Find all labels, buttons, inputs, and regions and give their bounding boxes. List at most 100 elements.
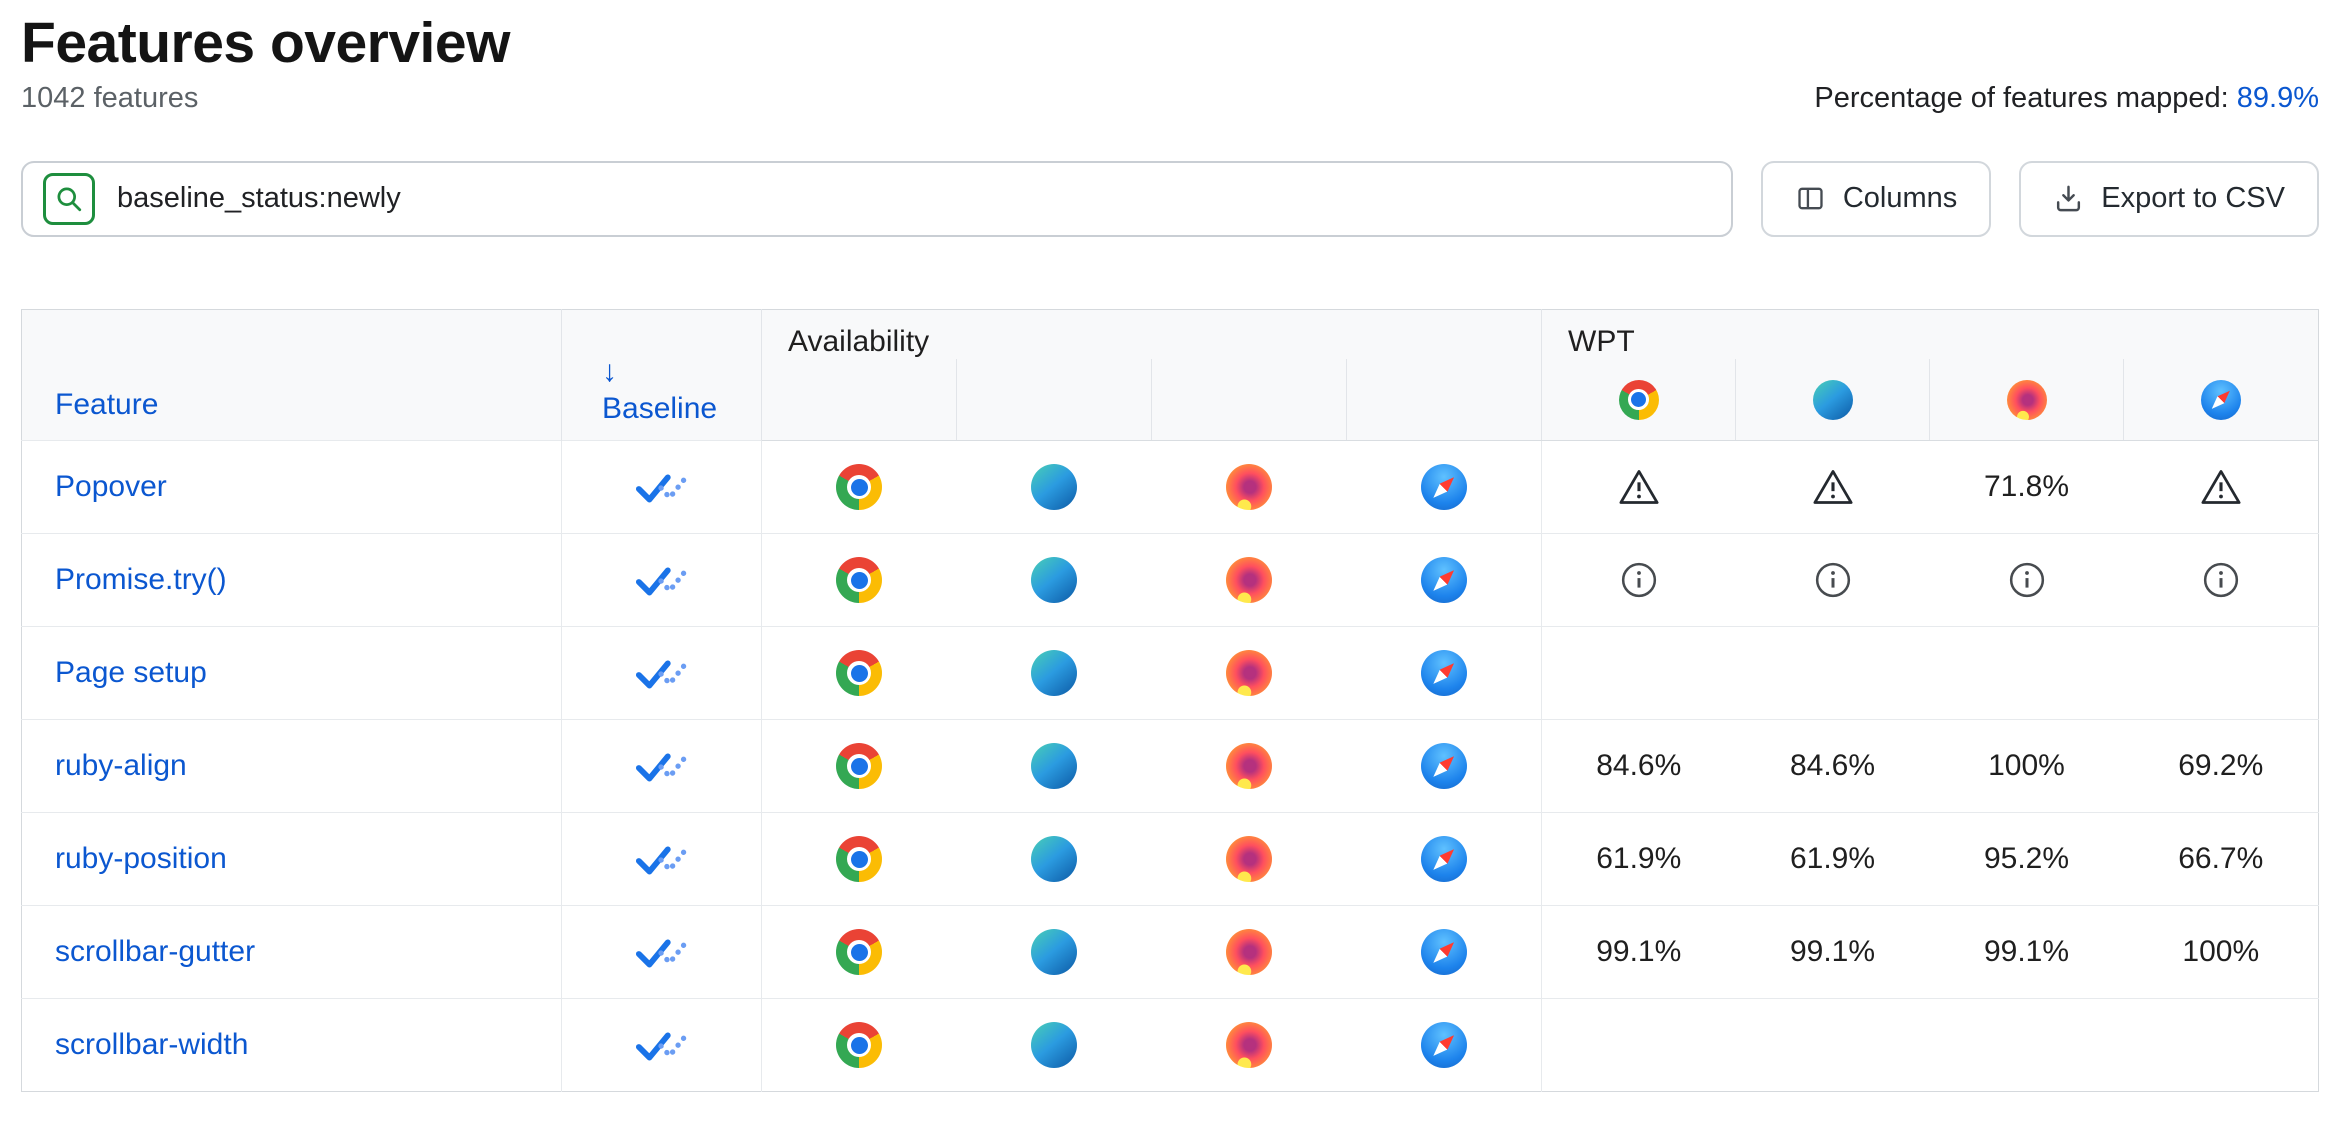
- warning-icon: [1812, 469, 1854, 505]
- chrome-icon: [1618, 379, 1659, 420]
- safari-icon: [1420, 836, 1467, 883]
- page-title: Features overview: [21, 11, 510, 75]
- feature-link[interactable]: scrollbar-width: [55, 1028, 249, 1062]
- wpt-percent: 99.1%: [1541, 905, 1736, 999]
- warning-icon: [1618, 469, 1660, 505]
- feature-link[interactable]: Popover: [55, 470, 167, 504]
- edge-icon: [1031, 929, 1077, 976]
- firefox-icon: [1226, 1022, 1272, 1069]
- wpt-browser-header: [2122, 358, 2319, 442]
- baseline-newly-icon: [635, 749, 689, 782]
- chrome-icon: [836, 650, 883, 697]
- wpt-percent: 69.2%: [2123, 719, 2319, 813]
- edge-icon: [1031, 464, 1077, 511]
- firefox-icon: [1226, 836, 1272, 883]
- feature-link[interactable]: ruby-align: [55, 749, 187, 783]
- wpt-percent: 100%: [2123, 905, 2319, 999]
- safari-icon: [1420, 929, 1467, 976]
- info-icon: [1814, 562, 1852, 598]
- table-row: ruby-position 61.9% 61.9% 95.2% 66.7%: [21, 812, 2319, 906]
- search-icon-frame: [43, 172, 95, 225]
- wpt-percent: 100%: [1929, 719, 2124, 813]
- table-row: ruby-align 84.6% 84.6% 100% 69.2%: [21, 719, 2319, 813]
- chrome-icon: [836, 464, 883, 511]
- table-row: Popover 71.8%: [21, 440, 2319, 534]
- table-row: Promise.try(): [21, 533, 2319, 627]
- firefox-icon: [1226, 557, 1272, 604]
- chrome-icon: [836, 557, 883, 604]
- features-table-wrap: Feature ↓ Baseline Availability WPT: [21, 308, 2320, 1093]
- wpt-percent: 99.1%: [1929, 905, 2124, 999]
- edge-icon: [1031, 650, 1077, 697]
- columns-button-label: Columns: [1842, 182, 1958, 215]
- mapped-percentage-link[interactable]: 89.9%: [2236, 81, 2319, 114]
- baseline-newly-icon: [635, 1028, 689, 1061]
- wpt-percent: 61.9%: [1541, 812, 1736, 906]
- search-input[interactable]: [117, 182, 1711, 216]
- availability-subheader: [956, 358, 1152, 442]
- availability-subheader: [761, 358, 957, 442]
- safari-icon: [1420, 650, 1467, 697]
- download-icon: [2057, 185, 2081, 212]
- table-row: scrollbar-width: [21, 998, 2319, 1092]
- sort-descending-icon: ↓: [602, 355, 617, 389]
- table-row: scrollbar-gutter 99.1% 99.1% 99.1% 100%: [21, 905, 2319, 999]
- baseline-newly-icon: [635, 656, 689, 689]
- warning-icon: [2200, 469, 2242, 505]
- feature-link[interactable]: Page setup: [55, 656, 207, 690]
- meta-row: 1042 features Percentage of features map…: [21, 82, 2319, 115]
- firefox-icon: [2006, 379, 2047, 420]
- feature-count: 1042 features: [21, 81, 199, 114]
- wpt-percent: 61.9%: [1735, 812, 1930, 906]
- firefox-icon: [1226, 743, 1272, 790]
- columns-button[interactable]: Columns: [1760, 160, 1992, 237]
- chrome-icon: [836, 836, 883, 883]
- group-header-availability: Availability: [761, 309, 1542, 359]
- features-overview-page: Features overview 1042 features Percenta…: [0, 11, 2340, 1093]
- edge-icon: [1031, 743, 1077, 790]
- baseline-newly-icon: [635, 563, 689, 596]
- mapped-percentage: Percentage of features mapped: 89.9%: [1814, 82, 2319, 115]
- table-row: Page setup: [21, 626, 2319, 720]
- availability-subheader: [1151, 358, 1347, 442]
- chrome-icon: [836, 743, 883, 790]
- wpt-percent: 84.6%: [1735, 719, 1930, 813]
- baseline-newly-icon: [635, 935, 689, 968]
- safari-icon: [1420, 557, 1467, 604]
- wpt-percent: 84.6%: [1541, 719, 1736, 813]
- wpt-browser-header: [1929, 358, 2124, 442]
- wpt-percent: 95.2%: [1929, 812, 2124, 906]
- safari-icon: [1420, 464, 1467, 511]
- baseline-newly-icon: [635, 470, 689, 503]
- edge-icon: [1031, 557, 1077, 604]
- column-header-baseline-label: Baseline: [602, 392, 718, 426]
- table-body: Popover 71.8% Promise.try() Page setup: [21, 440, 2319, 1092]
- info-icon: [1620, 562, 1658, 598]
- firefox-icon: [1226, 464, 1272, 511]
- features-table: Feature ↓ Baseline Availability WPT: [21, 308, 2320, 1093]
- safari-icon: [1420, 1022, 1467, 1069]
- mapped-percentage-label: Percentage of features mapped:: [1814, 81, 2229, 114]
- column-header-feature[interactable]: Feature: [55, 388, 159, 422]
- info-icon: [2202, 562, 2240, 598]
- firefox-icon: [1226, 650, 1272, 697]
- info-icon: [2008, 562, 2046, 598]
- wpt-browser-header: [1735, 358, 1930, 442]
- chrome-icon: [836, 929, 883, 976]
- column-header-baseline[interactable]: ↓ Baseline: [602, 355, 761, 425]
- feature-link[interactable]: scrollbar-gutter: [55, 935, 256, 969]
- edge-icon: [1031, 836, 1077, 883]
- edge-icon: [1812, 379, 1853, 420]
- search-box[interactable]: [21, 160, 1733, 237]
- safari-icon: [2201, 379, 2242, 420]
- firefox-icon: [1226, 929, 1272, 976]
- feature-link[interactable]: ruby-position: [55, 842, 227, 876]
- export-csv-button[interactable]: Export to CSV: [2019, 160, 2319, 237]
- group-header-wpt: WPT: [1540, 309, 2319, 359]
- feature-link[interactable]: Promise.try(): [55, 563, 227, 597]
- baseline-newly-icon: [635, 842, 689, 875]
- safari-icon: [1420, 743, 1467, 790]
- table-header: Feature ↓ Baseline Availability WPT: [21, 309, 2319, 442]
- availability-subheader: [1346, 358, 1542, 442]
- wpt-percent: 66.7%: [2123, 812, 2319, 906]
